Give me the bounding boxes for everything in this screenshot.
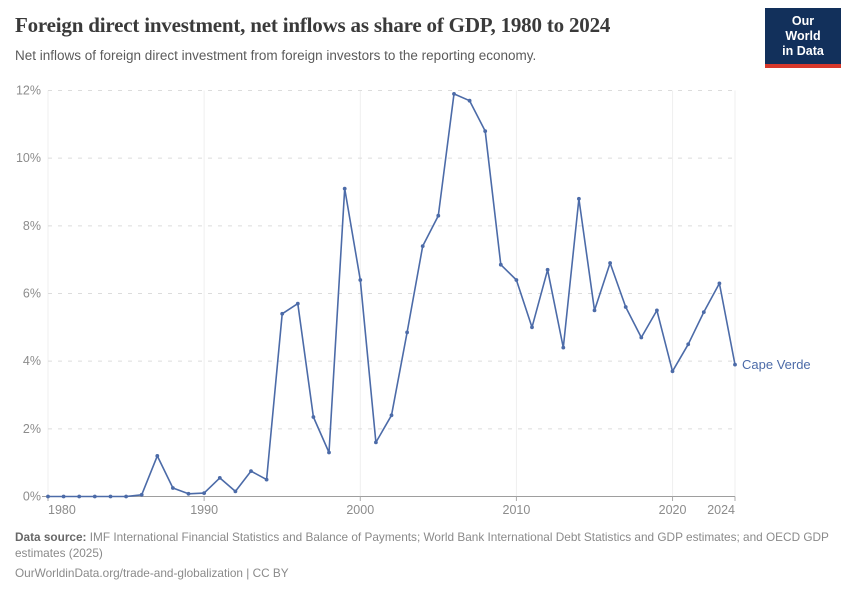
data-point[interactable] <box>483 129 488 134</box>
data-point[interactable] <box>249 469 253 473</box>
data-point[interactable] <box>217 476 222 480</box>
x-tick-label: 1980 <box>48 503 76 517</box>
data-source-text: IMF International Financial Statistics a… <box>15 530 829 560</box>
x-tick-label: 2000 <box>346 503 374 517</box>
x-tick-label: 2024 <box>707 503 735 517</box>
data-point[interactable] <box>374 440 378 445</box>
owid-logo[interactable]: Our World in Data <box>765 8 841 68</box>
x-tick-label: 2020 <box>659 503 687 517</box>
data-point[interactable] <box>686 342 691 347</box>
data-point[interactable] <box>155 454 160 458</box>
data-point[interactable] <box>514 278 519 282</box>
data-point[interactable] <box>577 196 581 201</box>
data-point[interactable] <box>389 413 394 418</box>
data-point[interactable] <box>171 486 175 490</box>
data-point[interactable] <box>202 491 207 495</box>
x-tick-label: 2010 <box>503 503 531 517</box>
data-point[interactable] <box>61 494 66 499</box>
data-point[interactable] <box>295 301 300 306</box>
data-point[interactable] <box>498 262 503 267</box>
data-point[interactable] <box>530 325 534 330</box>
citation-link[interactable]: OurWorldinData.org/trade-and-globalizati… <box>15 566 289 580</box>
data-point[interactable] <box>670 369 675 374</box>
y-tick-label: 6% <box>23 287 41 301</box>
data-point[interactable] <box>264 477 269 482</box>
data-point[interactable] <box>623 305 628 309</box>
series-line[interactable] <box>47 93 736 498</box>
data-point[interactable] <box>545 267 550 272</box>
data-point[interactable] <box>92 494 97 499</box>
data-point[interactable] <box>139 492 144 497</box>
y-tick-label: 4% <box>23 354 41 368</box>
owid-logo-line2: in Data <box>782 44 824 58</box>
data-point[interactable] <box>46 494 50 499</box>
data-point[interactable] <box>420 244 425 249</box>
data-point[interactable] <box>701 310 706 314</box>
owid-logo-line1: Our World <box>785 14 821 43</box>
page-subtitle: Net inflows of foreign direct investment… <box>15 48 537 63</box>
data-point[interactable] <box>342 186 347 191</box>
y-tick-label: 8% <box>23 219 41 233</box>
data-point[interactable] <box>186 491 191 496</box>
y-tick-label: 0% <box>23 490 41 504</box>
data-point[interactable] <box>561 345 566 350</box>
data-point[interactable] <box>311 415 316 419</box>
data-point[interactable] <box>327 450 331 455</box>
data-point[interactable] <box>405 330 409 335</box>
data-point[interactable] <box>233 489 238 494</box>
data-point[interactable] <box>608 261 612 265</box>
data-point[interactable] <box>639 335 644 340</box>
y-tick-label: 12% <box>16 84 41 98</box>
entity-label[interactable]: Cape Verde <box>742 357 811 372</box>
data-point[interactable] <box>108 494 113 499</box>
data-point[interactable] <box>436 213 441 218</box>
page-title: Foreign direct investment, net inflows a… <box>15 13 611 37</box>
x-tick-label: 1990 <box>190 503 218 517</box>
data-point[interactable] <box>452 92 456 96</box>
data-point[interactable] <box>592 308 597 313</box>
data-point[interactable] <box>655 308 659 313</box>
data-source-label: Data source: <box>15 530 87 544</box>
y-tick-label: 2% <box>23 422 41 436</box>
y-tick-label: 10% <box>16 151 41 165</box>
data-point[interactable] <box>717 281 722 286</box>
data-point[interactable] <box>467 98 472 103</box>
data-point[interactable] <box>124 494 128 499</box>
data-source-note: Data source: IMF International Financial… <box>15 529 837 561</box>
data-point[interactable] <box>358 278 363 282</box>
data-point[interactable] <box>280 311 285 316</box>
data-point[interactable] <box>77 494 82 499</box>
data-point[interactable] <box>733 362 737 367</box>
